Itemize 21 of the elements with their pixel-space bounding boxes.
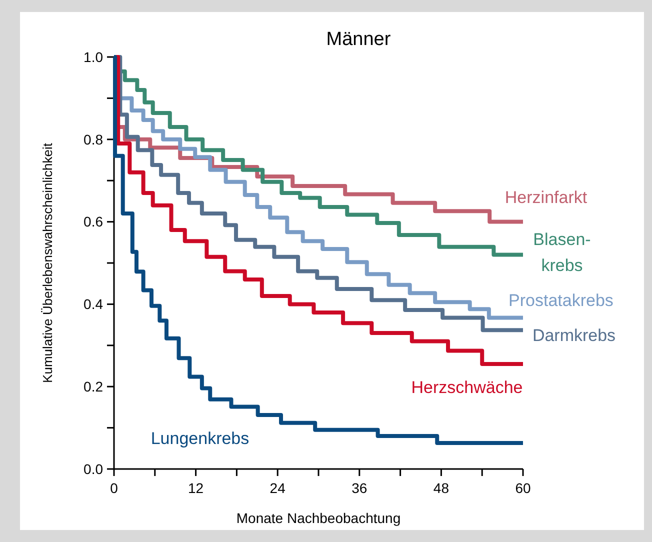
series-label: Blasen- krebs — [533, 230, 591, 275]
series-label: Lungenkrebs — [150, 429, 250, 448]
y-tick-label: 0.4 — [84, 296, 104, 312]
x-tick-label: 48 — [433, 480, 450, 496]
chart-title: Männer — [326, 29, 392, 50]
series-label: Herzschwäche — [411, 378, 523, 397]
series-label: Prostatakrebs — [508, 291, 614, 310]
x-tick-label: 12 — [188, 480, 204, 496]
x-axis-title: Monate Nachbeobachtung — [236, 510, 401, 526]
x-tick-label: 36 — [352, 480, 368, 496]
y-tick-label: 0.0 — [84, 460, 104, 477]
series-label: Herzinfarkt — [504, 188, 588, 207]
y-axis-title: Kumulative Überlebenswahrscheinlichkeit — [40, 142, 55, 383]
x-tick-label: 24 — [270, 480, 286, 496]
y-tick-label: 0.2 — [84, 378, 104, 394]
series-label: Darmkrebs — [532, 326, 616, 345]
x-tick-label: 0 — [110, 480, 118, 496]
x-tick-label: 60 — [515, 480, 531, 496]
y-tick-label: 0.8 — [84, 131, 104, 148]
y-tick-label: 1.0 — [84, 48, 104, 65]
y-tick-label: 0.6 — [84, 214, 104, 230]
